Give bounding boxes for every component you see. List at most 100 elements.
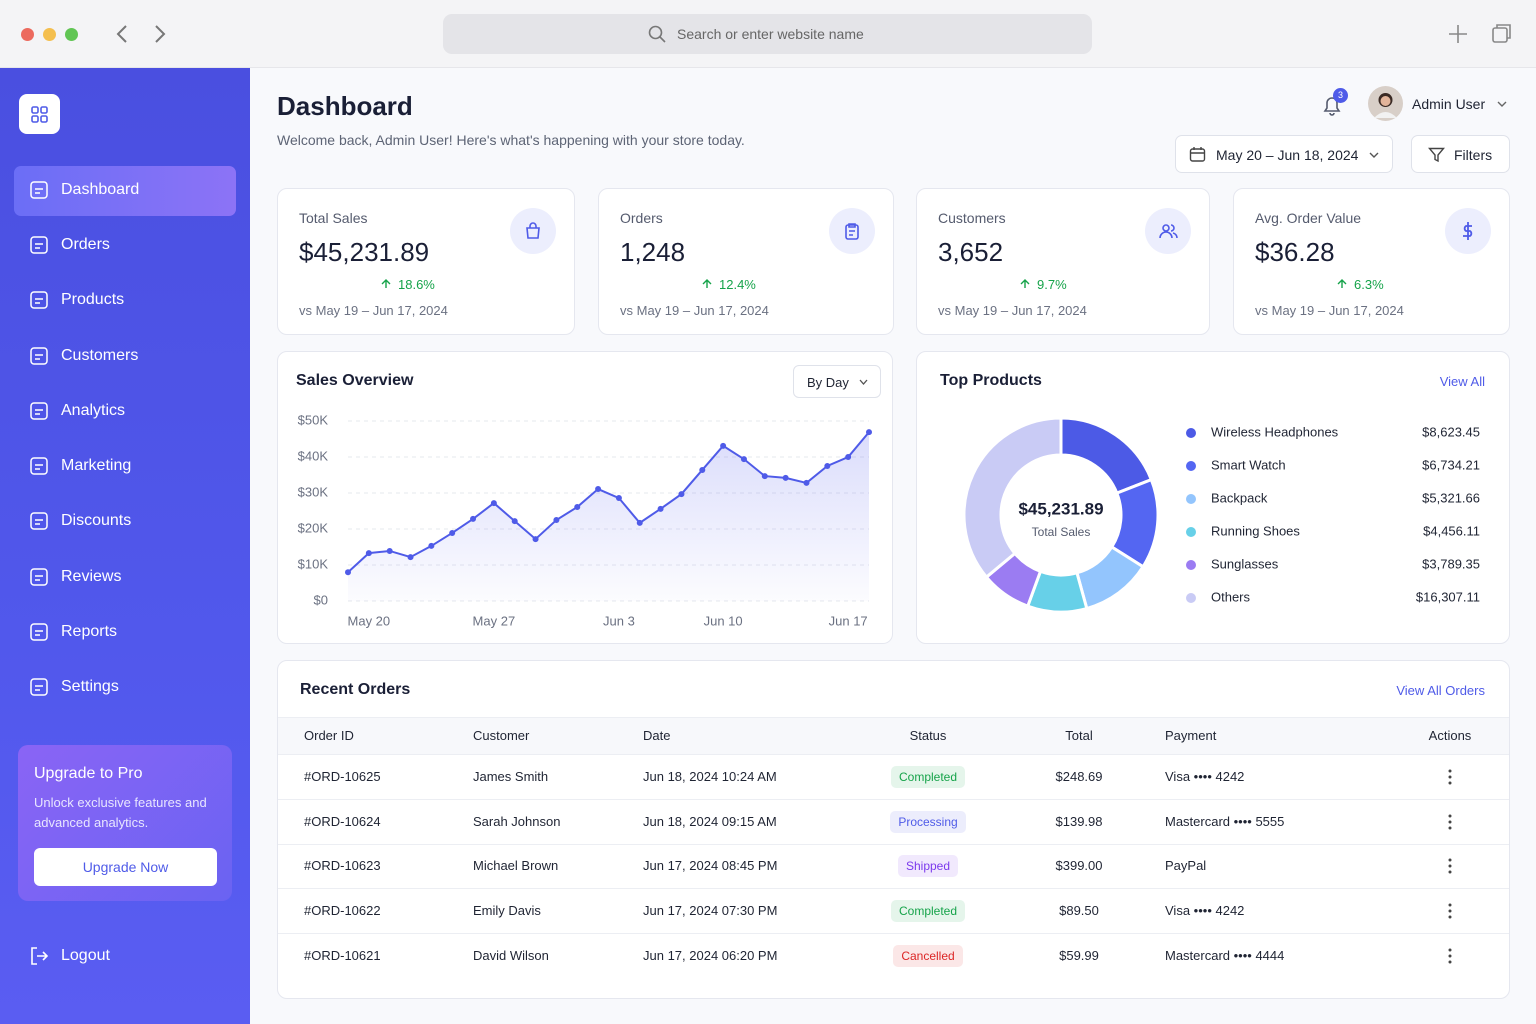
filters-button[interactable]: Filters	[1411, 135, 1510, 173]
cell-customer: James Smith	[473, 769, 549, 784]
browser-bar: Search or enter website name	[0, 0, 1536, 68]
view-all-link[interactable]: View All	[1439, 374, 1485, 389]
kpi-value: 1,248	[620, 237, 686, 267]
row-actions[interactable]	[1447, 948, 1453, 964]
avatar[interactable]	[1368, 86, 1403, 121]
kpi-value: 3,652	[938, 237, 1004, 267]
cell-total: $399.00	[1055, 858, 1103, 874]
kpi-label: Customers	[938, 210, 1006, 226]
column-header: Actions	[1428, 728, 1472, 743]
column-header: Status	[909, 728, 947, 743]
row-divider	[278, 888, 1509, 890]
cell-id: #ORD-10623	[304, 858, 381, 874]
nav-item[interactable]: Orders	[61, 236, 110, 253]
upgrade-button[interactable]: Upgrade Now	[34, 848, 217, 886]
kpi-card: Total Sales $45,231.89 18.6% vs May 19 – Ju…	[277, 188, 575, 335]
upgrade-text: Unlock exclusive features and advanced a…	[34, 795, 207, 830]
kpi-icon	[845, 223, 859, 240]
nav-icon	[30, 236, 48, 254]
period-select[interactable]: By Day	[793, 365, 881, 398]
kpi-compare: vs May 19 – Jun 17, 2024	[938, 303, 1087, 318]
window-close[interactable]	[21, 28, 34, 41]
cell-customer: David Wilson	[473, 947, 549, 963]
kpi-value: $45,231.89	[299, 237, 430, 267]
kpi-card: Orders 1,248 12.4% vs May 19 – Jun 17, 2024	[598, 188, 894, 335]
nav-item[interactable]: Reports	[61, 623, 118, 640]
kpi-card: Customers 3,652 9.7% vs May 19 – Jun 17, 20…	[916, 188, 1210, 335]
kpi-icon-circle	[829, 208, 875, 254]
nav-icon	[30, 347, 48, 365]
kpi-icon	[526, 222, 540, 239]
nav-item[interactable]: Products	[61, 291, 125, 308]
period-label: By Day	[807, 375, 849, 390]
nav-icon	[30, 457, 48, 475]
address-bar[interactable]: Search or enter website name	[443, 14, 1092, 54]
nav-item[interactable]: Marketing	[61, 457, 132, 474]
date-caret	[1369, 152, 1379, 158]
row-actions[interactable]	[1447, 814, 1453, 830]
cell-id: #ORD-10625	[304, 769, 381, 784]
filters-label: Filters	[1454, 147, 1493, 163]
row-divider	[278, 799, 1509, 800]
cell-payment: Mastercard •••• 5555	[1165, 813, 1285, 829]
nav-item[interactable]: Customers	[61, 347, 139, 364]
row-actions[interactable]	[1447, 769, 1453, 785]
nav-icon	[30, 291, 48, 309]
card-title: Top Products	[940, 372, 1042, 389]
cell-date: Jun 18, 2024 09:15 AM	[643, 813, 777, 829]
nav-item[interactable]: Analytics	[61, 402, 126, 419]
status-cell: Cancelled	[828, 944, 1028, 967]
nav-icon	[30, 678, 48, 696]
row-actions[interactable]	[1447, 903, 1453, 919]
nav-arrows[interactable]	[110, 22, 170, 46]
row-actions[interactable]	[1447, 858, 1453, 874]
date-range: May 20 – Jun 18, 2024	[1216, 147, 1359, 163]
upgrade-card: Upgrade to Pro Unlock exclusive features…	[18, 745, 232, 901]
column-header: Date	[643, 728, 671, 743]
nav-icon	[30, 568, 48, 586]
bell-icon[interactable]	[1320, 92, 1346, 118]
tab-controls[interactable]	[1446, 22, 1516, 46]
cell-payment: Mastercard •••• 4444	[1165, 947, 1285, 963]
kpi-compare: vs May 19 – Jun 17, 2024	[299, 303, 448, 318]
kpi-label: Avg. Order Value	[1255, 210, 1362, 226]
notification-badge: 3	[1333, 88, 1348, 103]
window-minimize[interactable]	[43, 28, 56, 41]
upgrade-title: Upgrade to Pro	[34, 765, 143, 782]
nav-item[interactable]: Reviews	[61, 568, 122, 585]
kpi-compare: vs May 19 – Jun 17, 2024	[1255, 303, 1404, 318]
cell-payment: Visa •••• 4242	[1165, 903, 1245, 919]
status-badge: Completed	[890, 766, 966, 788]
cell-date: Jun 17, 2024 06:20 PM	[643, 947, 778, 963]
cell-total: $59.99	[1059, 947, 1099, 963]
cell-customer: Sarah Johnson	[473, 813, 561, 829]
cell-date: Jun 17, 2024 08:45 PM	[643, 858, 778, 874]
cell-customer: Michael Brown	[473, 858, 559, 874]
kpi-change: 6.3%	[1354, 277, 1384, 292]
kpi-icon-circle	[510, 208, 556, 254]
window-zoom[interactable]	[65, 28, 78, 41]
date-picker[interactable]: May 20 – Jun 18, 2024	[1175, 135, 1393, 173]
user-name[interactable]: Admin User	[1412, 96, 1486, 112]
status-badge: Shipped	[897, 855, 959, 878]
logo[interactable]	[19, 94, 60, 134]
nav-item[interactable]: Settings	[61, 678, 119, 695]
trend-up-icon	[702, 279, 712, 288]
status-cell: Completed	[828, 900, 1028, 923]
view-all-orders-link[interactable]: View All Orders	[1396, 683, 1485, 698]
filter-icon	[1428, 147, 1445, 163]
table-header	[278, 717, 1509, 755]
logout-link[interactable]: Logout	[61, 947, 110, 964]
top-products-card: Top Products View All	[916, 351, 1510, 644]
nav-item[interactable]: Dashboard	[61, 181, 140, 198]
sales-overview-card: Sales Overview By Day	[277, 351, 893, 644]
recent-orders-card: Recent Orders View All Orders Order ID Cu…	[277, 660, 1510, 999]
sidebar: Upgrade to Pro Unlock exclusive features…	[0, 68, 250, 1024]
kpi-label: Orders	[620, 210, 663, 226]
user-caret	[1497, 101, 1507, 107]
status-badge: Completed	[890, 900, 966, 923]
cell-id: #ORD-10624	[304, 813, 381, 829]
nav-icon	[30, 402, 48, 420]
nav-item[interactable]: Discounts	[61, 512, 132, 529]
cell-date: Jun 17, 2024 07:30 PM	[643, 903, 778, 919]
